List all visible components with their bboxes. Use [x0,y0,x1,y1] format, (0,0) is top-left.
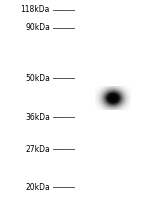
Text: 90kDa: 90kDa [25,23,50,32]
Text: 50kDa: 50kDa [25,74,50,83]
Text: 27kDa: 27kDa [25,145,50,154]
Text: 118kDa: 118kDa [21,5,50,14]
Text: 20kDa: 20kDa [25,183,50,192]
Text: 36kDa: 36kDa [25,113,50,122]
